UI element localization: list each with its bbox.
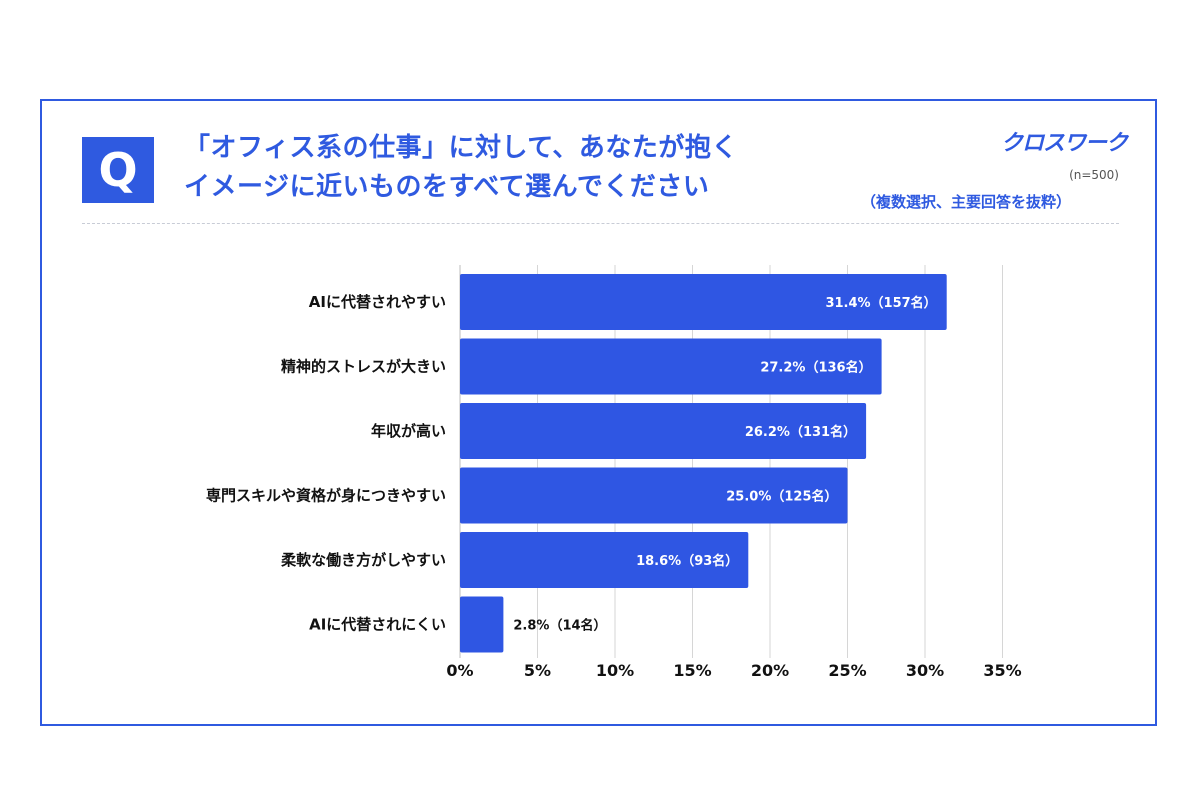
x-tick-label: 20%: [751, 661, 789, 680]
x-tick-label: 10%: [596, 661, 634, 680]
category-label: 精神的ストレスが大きい: [281, 358, 446, 376]
brand-logo: クロスワーク: [1000, 131, 1128, 156]
question-badge: Q: [82, 137, 154, 203]
category-label: 専門スキルや資格が身につきやすい: [206, 487, 446, 505]
x-tick-label: 15%: [673, 661, 711, 680]
x-tick-label: 5%: [524, 661, 551, 680]
category-label: AIに代替されにくい: [309, 616, 446, 634]
x-tick-label: 0%: [446, 661, 473, 680]
data-label: 27.2%（136名）: [760, 360, 871, 376]
labels: 0% 5% 10% 15% 20% 25% 30% 35% AIに代替されやすい 31.4%（15…: [206, 293, 1022, 680]
bars: [460, 274, 947, 653]
x-tick-label: 30%: [906, 661, 944, 680]
chart-frame: Q 「オフィス系の仕事」に対して、あなたが抱く イメージに近いものをすべて選んで…: [40, 99, 1157, 726]
data-label: 18.6%（93名）: [636, 553, 738, 569]
data-label: 26.2%（131名）: [745, 424, 856, 440]
bar: [460, 403, 867, 459]
bar: [460, 274, 947, 330]
question-title-line-1: 「オフィス系の仕事」に対して、あなたが抱く: [184, 133, 738, 163]
category-label: 柔軟な働き方がしやすい: [281, 551, 446, 569]
data-label: 2.8%（14名）: [513, 618, 606, 634]
category-label: 年収が高い: [371, 422, 446, 440]
grid-lines: [459, 265, 1003, 658]
bar: [460, 467, 848, 524]
category-label: AIに代替されやすい: [309, 293, 446, 311]
x-tick-label: 25%: [828, 661, 866, 680]
sample-size: (n=500): [1069, 168, 1119, 182]
bar: [460, 338, 882, 395]
bar: [460, 596, 504, 653]
data-label: 25.0%（125名）: [726, 489, 837, 505]
question-title: 「オフィス系の仕事」に対して、あなたが抱く イメージに近いものをすべて選んでくだ…: [184, 129, 738, 207]
header-divider: [82, 223, 1119, 224]
data-label: 31.4%（157名）: [825, 295, 936, 311]
question-title-line-2: イメージに近いものをすべて選んでください: [184, 172, 710, 202]
x-tick-label: 35%: [983, 661, 1021, 680]
bar: [460, 532, 749, 588]
selection-note: （複数選択、主要回答を抜粋）: [860, 193, 1071, 211]
